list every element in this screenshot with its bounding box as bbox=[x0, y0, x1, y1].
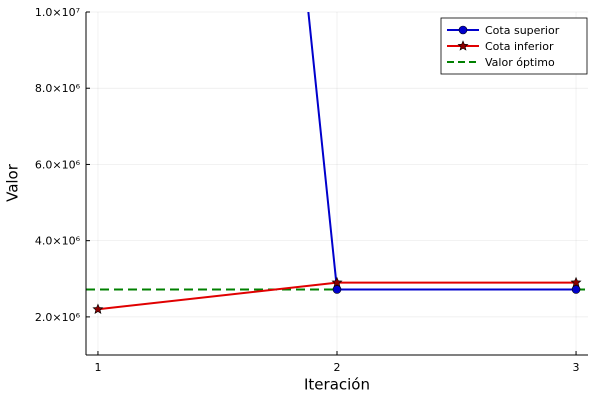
y-tick-label: 6.0×10⁶ bbox=[35, 158, 81, 171]
legend-label: Cota superior bbox=[485, 24, 560, 37]
y-tick-label: 2.0×10⁶ bbox=[35, 311, 81, 324]
y-tick-label: 8.0×10⁶ bbox=[35, 82, 81, 95]
x-tick-label: 2 bbox=[334, 361, 341, 374]
y-tick-label: 1.0×10⁷ bbox=[35, 6, 80, 19]
y-tick-label: 4.0×10⁶ bbox=[35, 235, 81, 248]
plot-area bbox=[86, 12, 588, 314]
marker bbox=[571, 285, 581, 294]
marker bbox=[331, 276, 343, 288]
x-tick-label: 3 bbox=[573, 361, 580, 374]
legend-label: Cota inferior bbox=[485, 40, 554, 53]
legend-marker bbox=[457, 40, 469, 51]
legend-marker bbox=[458, 25, 468, 35]
x-tick-label: 1 bbox=[94, 361, 101, 374]
legend: Cota superior Cota inferior Valor óptimo bbox=[440, 17, 588, 75]
marker bbox=[570, 276, 582, 288]
marker bbox=[92, 303, 104, 314]
y-axis-label: Valor bbox=[4, 163, 22, 202]
x-axis-label: Iteración bbox=[304, 376, 370, 394]
legend-label: Valor óptimo bbox=[485, 56, 555, 69]
marker bbox=[332, 285, 342, 294]
